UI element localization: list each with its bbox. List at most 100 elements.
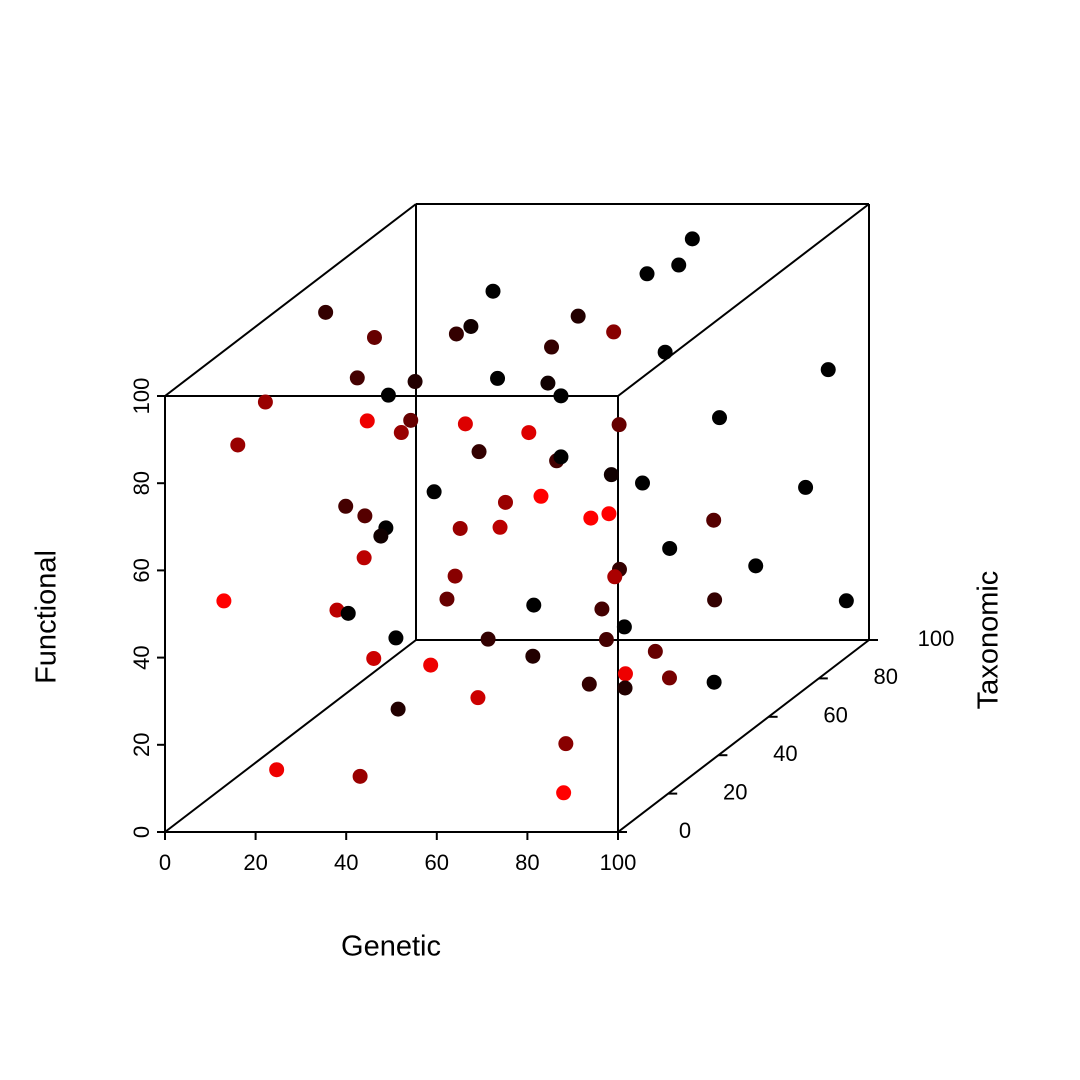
point (340, 605, 356, 621)
point (684, 231, 700, 247)
y-tick-label: 100 (918, 626, 955, 651)
x-tick-label: 40 (334, 850, 358, 875)
y-tick-label: 80 (874, 664, 898, 689)
x-axis-title: Genetic (341, 931, 441, 963)
box-edge (617, 203, 870, 397)
y-axis-title: Taxonomic (973, 571, 1005, 710)
point (707, 592, 723, 608)
point (380, 387, 396, 403)
point (540, 375, 556, 391)
point (492, 519, 508, 535)
point (556, 785, 572, 801)
point (581, 676, 597, 692)
point (357, 508, 373, 524)
point (485, 283, 501, 299)
point (452, 520, 468, 536)
point (553, 449, 569, 465)
point (230, 437, 246, 453)
x-tick-label: 0 (159, 850, 171, 875)
point (558, 736, 574, 752)
point (366, 650, 382, 666)
point (594, 601, 610, 617)
point (471, 444, 487, 460)
point (798, 479, 814, 495)
point (447, 568, 463, 584)
z-tick-label: 80 (129, 471, 154, 495)
point (423, 657, 439, 673)
box-edge (617, 639, 870, 833)
point (617, 666, 633, 682)
point (553, 388, 569, 404)
point (583, 510, 599, 526)
point (526, 597, 542, 613)
y-tick-label: 0 (679, 818, 691, 843)
point (216, 593, 232, 609)
point (480, 631, 496, 647)
z-tick-label: 40 (129, 645, 154, 669)
point (606, 324, 622, 340)
point (533, 488, 549, 504)
point (403, 412, 419, 428)
point (318, 304, 334, 320)
point (647, 643, 663, 659)
point (366, 329, 382, 345)
point (820, 362, 836, 378)
point (525, 648, 541, 664)
point (349, 370, 365, 386)
point (706, 674, 722, 690)
point (607, 569, 623, 585)
point (393, 425, 409, 441)
point (611, 417, 627, 433)
point (257, 394, 273, 410)
point (338, 498, 354, 514)
point (616, 619, 632, 635)
y-tick-label: 40 (773, 741, 797, 766)
point (373, 528, 389, 544)
point (457, 416, 473, 432)
point (617, 680, 633, 696)
point (448, 326, 464, 342)
box-edge (164, 639, 417, 833)
z-tick-label: 20 (129, 733, 154, 757)
x-tick-label: 20 (243, 850, 267, 875)
point (426, 484, 442, 500)
point (390, 701, 406, 717)
point (570, 308, 586, 324)
point (603, 467, 619, 483)
point (352, 768, 368, 784)
point (407, 374, 423, 390)
point (497, 494, 513, 510)
point (748, 558, 764, 574)
point (356, 550, 372, 566)
y-tick-label: 60 (823, 703, 847, 728)
x-tick-label: 80 (515, 850, 539, 875)
point (661, 670, 677, 686)
point (706, 512, 722, 528)
point (463, 318, 479, 334)
point (838, 593, 854, 609)
x-tick-label: 60 (425, 850, 449, 875)
x-tick-label: 100 (600, 850, 637, 875)
box-edge (164, 203, 417, 397)
z-tick-label: 0 (129, 826, 154, 838)
point (470, 690, 486, 706)
point (662, 540, 678, 556)
point (359, 413, 375, 429)
point (544, 339, 560, 355)
point (439, 591, 455, 607)
z-axis-title: Functional (31, 550, 63, 684)
point (490, 370, 506, 386)
point (601, 506, 617, 522)
point (712, 410, 728, 426)
z-tick-label: 100 (129, 378, 154, 415)
point (521, 425, 537, 441)
z-tick-label: 60 (129, 558, 154, 582)
point (639, 266, 655, 282)
point (598, 632, 614, 648)
y-tick-label: 20 (723, 779, 747, 804)
point (671, 257, 687, 273)
point (657, 344, 673, 360)
point (269, 762, 285, 778)
point (388, 630, 404, 646)
